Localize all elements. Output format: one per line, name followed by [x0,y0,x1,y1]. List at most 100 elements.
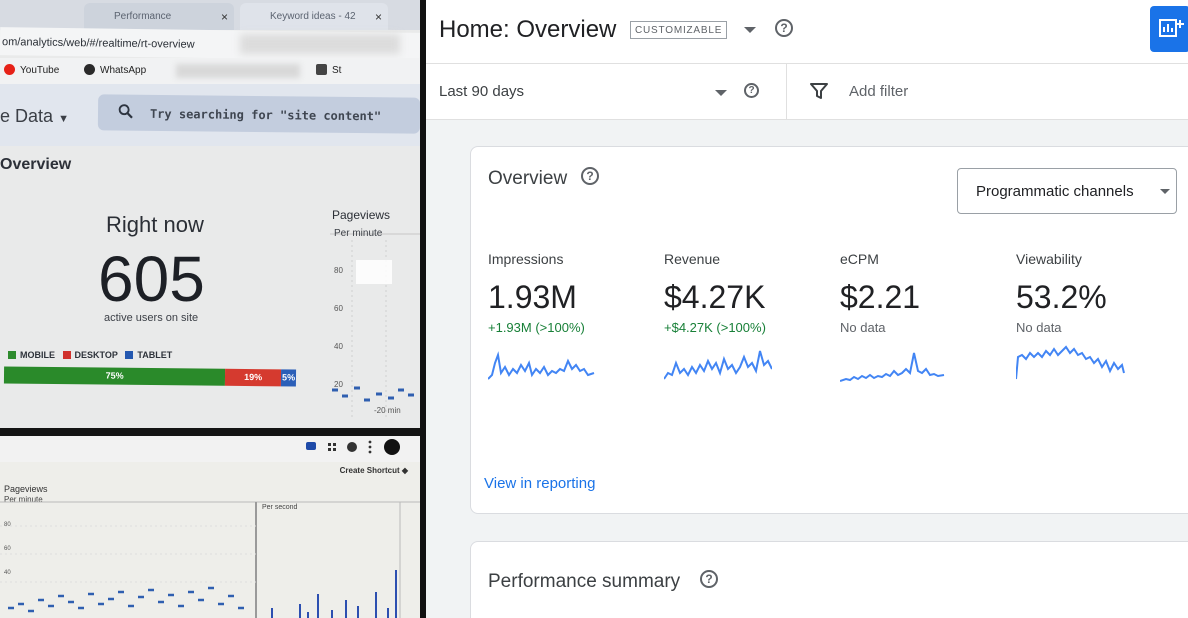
metric-label: Impressions [488,251,564,267]
close-icon[interactable]: × [220,10,228,24]
browser-tab[interactable]: Performance × [84,3,234,30]
account-menu[interactable]: e Data ▼ [0,106,69,127]
channel-select[interactable]: Programmatic channels [957,168,1177,214]
bookmark-label: WhatsApp [100,65,147,76]
filter-separator [786,64,787,120]
y-tick: 20 [334,380,343,389]
overview-title: Overview [488,168,568,189]
add-filter-button[interactable]: Add filter [849,83,909,100]
customizable-badge: CUSTOMIZABLE [630,21,728,39]
legend-label: MOBILE [20,350,55,360]
photo-divider [0,428,420,436]
chat-icon [306,442,316,450]
pageviews-title: Pageviews [332,208,391,222]
legend-desktop: DESKTOP [62,350,118,360]
filter-bar: Last 90 days ? Add filter [426,64,1188,120]
legend-tablet: TABLET [125,350,172,360]
per-minute-bars [8,586,244,613]
create-shortcut-label: Create Shortcut [339,466,400,475]
avatar [384,439,400,455]
bookmark-icon [316,64,327,75]
apps-icon [328,443,336,451]
account-menu-label: e Data [0,106,54,126]
legend-swatch [125,351,134,359]
close-icon[interactable]: × [374,10,382,24]
help-icon [347,442,357,452]
y-tick: 80 [334,266,343,275]
redacted-region [240,34,400,54]
help-icon[interactable]: ? [775,19,793,37]
metric-label: Revenue [664,251,721,267]
filter-icon[interactable] [810,82,828,100]
dashboard-menu-chevron-icon[interactable] [744,27,756,33]
metric-delta: No data [840,320,886,335]
device-share-segment: 5% [281,369,297,387]
y-tick: 60 [4,546,11,552]
metric-value: 1.93M [488,279,577,315]
tab-label: Performance [114,11,172,22]
bookmark-youtube[interactable]: YouTube [4,64,59,76]
tab-label: Keyword ideas - 42 [270,11,356,22]
date-range-chevron-icon[interactable] [715,90,727,96]
page-header: Home: Overview CUSTOMIZABLE ? [426,0,1188,64]
metric-delta: +$4.27K (>100%) [664,320,766,335]
metric-value: 53.2% [1016,279,1107,315]
help-icon[interactable]: ? [581,167,599,185]
metric-viewability[interactable]: Viewability 53.2% No data [1016,251,1186,383]
date-range-select[interactable]: Last 90 days [439,83,525,100]
y-tick: 40 [4,570,11,576]
per-second-label: Per second [262,504,298,511]
more-icon [368,440,372,454]
device-share-segment: 75% [3,366,226,386]
pageviews-chart [0,501,420,618]
pageviews-subtitle: Per minute [4,495,43,504]
ecpm-sparkline [840,352,945,382]
metric-delta: +1.93M (>100%) [488,320,585,335]
device-share-segment: 19% [225,368,282,387]
browser-tab[interactable]: Keyword ideas - 42 × [240,3,388,30]
pageviews-title: Pageviews [4,484,48,494]
legend-swatch [8,351,16,359]
redacted-region [176,64,300,78]
metric-delta: No data [1016,320,1062,335]
page-title: Home: Overview [439,16,617,43]
pageviews-subtitle: Per minute [334,228,383,239]
active-users-label: active users on site [104,312,199,324]
add-chart-icon [1159,19,1184,37]
device-share-bar: 75% 19% 5% [3,366,297,387]
search-placeholder: Try searching for "site content" [149,106,382,124]
analytics-realtime-photo: Performance × Keyword ideas - 42 × om/an… [0,0,420,428]
create-shortcut-button[interactable]: Create Shortcut ◆ [339,466,408,475]
per-second-bars [271,570,397,618]
performance-summary-card: Performance summary ? [470,541,1188,618]
youtube-icon [4,64,15,75]
analytics-pageviews-photo: Create Shortcut ◆ Pageviews Per minute P… [0,436,420,618]
metric-impressions[interactable]: Impressions 1.93M +1.93M (>100%) [488,251,658,383]
ad-manager-home: Home: Overview CUSTOMIZABLE ? Last 90 da… [426,0,1188,618]
add-widget-button[interactable] [1150,6,1188,52]
metric-value: $4.27K [664,279,766,315]
metric-value: $2.21 [840,279,921,315]
pageviews-panel: Pageviews Per minute 80 60 40 20 -20 min [326,200,420,420]
browser-toolbar [0,436,420,462]
pageviews-bars [332,386,414,402]
impressions-sparkline [488,351,595,380]
bookmark-whatsapp[interactable]: WhatsApp [84,64,146,76]
channel-select-value: Programmatic channels [976,183,1134,200]
chevron-down-icon [1160,189,1170,194]
search-input[interactable]: Try searching for "site content" [97,94,420,134]
bookmark-label: YouTube [20,65,60,76]
legend-label: DESKTOP [74,350,118,360]
bookmark-label: St [332,65,342,76]
caret-down-icon: ▼ [58,113,69,125]
panel-divider [420,0,426,618]
help-icon[interactable]: ? [700,570,718,588]
metric-ecpm[interactable]: eCPM $2.21 No data [840,251,1010,383]
search-icon [118,104,133,119]
view-in-reporting-link[interactable]: View in reporting [484,475,596,492]
legend-label: TABLET [137,350,173,360]
device-legend: MOBILE DESKTOP TABLET [8,350,172,360]
bookmark-item[interactable]: St [316,64,341,76]
help-icon[interactable]: ? [744,83,759,98]
metric-revenue[interactable]: Revenue $4.27K +$4.27K (>100%) [664,251,834,383]
